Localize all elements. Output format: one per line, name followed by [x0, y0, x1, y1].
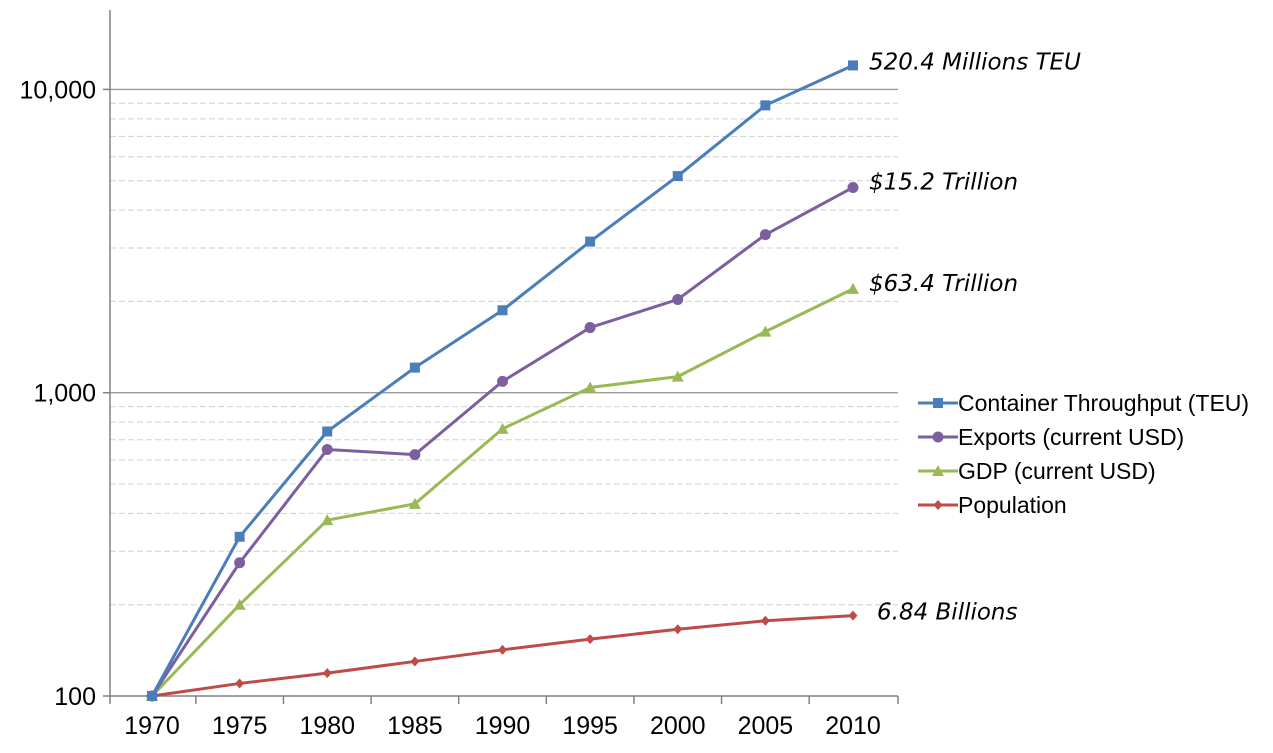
data-point: [497, 305, 508, 316]
legend-swatch-marker: [932, 431, 944, 443]
series-population: [147, 610, 858, 701]
x-tick-label: 1990: [475, 712, 531, 740]
x-tick-label: 2005: [738, 712, 794, 740]
legend-label: Container Throughput (TEU): [958, 389, 1250, 416]
y-tick-label: 1,000: [33, 380, 96, 408]
data-point: [584, 381, 597, 393]
legend-item: GDP (current USD): [918, 454, 1249, 488]
series-container-throughput-teu: [147, 60, 858, 701]
y-tick-labels: 100 1,000 10,000: [20, 76, 96, 711]
data-point: [496, 422, 509, 434]
data-point: [408, 497, 421, 509]
series-annotation: $15.2 Trillion: [869, 169, 1018, 195]
major-gridlines: [110, 88, 898, 394]
legend-swatch-marker: [933, 398, 943, 408]
data-point: [322, 668, 332, 679]
x-tick-label: 1975: [212, 712, 268, 740]
series-line: [150, 186, 854, 697]
data-point: [847, 282, 859, 294]
data-point: [848, 610, 858, 621]
data-point: [584, 322, 596, 334]
legend-swatch: [918, 431, 958, 443]
legend-swatch-marker: [932, 465, 944, 476]
data-point: [585, 634, 595, 645]
data-point: [235, 678, 245, 689]
series-annotation: 6.84 Billions: [877, 600, 1018, 626]
x-tick-label: 2000: [650, 712, 706, 740]
series-gdp-current-usd: [146, 282, 859, 701]
series-line: [150, 287, 854, 698]
data-point: [759, 229, 771, 241]
data-point: [760, 615, 770, 626]
data-point: [759, 325, 772, 337]
data-point: [147, 691, 157, 701]
axes: [103, 10, 899, 704]
data-point: [233, 598, 246, 610]
data-point: [672, 293, 684, 305]
data-point: [847, 181, 859, 193]
x-tick-label: 1985: [387, 712, 443, 740]
y-tick-label: 100: [54, 683, 96, 711]
series-line: [151, 614, 854, 698]
data-point: [409, 449, 421, 461]
data-point: [672, 171, 683, 182]
legend-label: Exports (current USD): [958, 423, 1185, 450]
legend-swatch: [918, 465, 958, 476]
legend-swatch: [918, 398, 958, 408]
series-annotation: $63.4 Trillion: [869, 271, 1018, 297]
data-point: [585, 236, 596, 247]
series-annotation: 520.4 Millions TEU: [869, 49, 1081, 75]
data-point: [322, 426, 333, 437]
data-point: [321, 443, 333, 455]
legend: Container Throughput (TEU) Exports (curre…: [918, 386, 1249, 522]
data-point: [673, 624, 683, 635]
legend-swatch-marker: [933, 500, 943, 510]
x-tick-label: 1980: [299, 712, 355, 740]
data-point: [497, 375, 508, 387]
x-tick-label: 1995: [562, 712, 618, 740]
legend-label: GDP (current USD): [958, 457, 1156, 484]
data-point: [410, 656, 420, 667]
annotations: 520.4 Millions TEU $15.2 Trillion $63.4 Tr…: [869, 49, 1081, 625]
legend-item: Container Throughput (TEU): [918, 386, 1249, 420]
legend-item: Population: [918, 488, 1249, 522]
data-point: [760, 100, 771, 111]
data-point: [498, 644, 507, 655]
x-tick-label: 1970: [124, 712, 180, 740]
data-point: [234, 531, 245, 542]
minor-gridlines: [110, 102, 898, 606]
series-layer: [146, 60, 859, 702]
data-point: [321, 514, 334, 526]
x-tick-label: 2010: [825, 712, 881, 740]
data-point: [671, 370, 684, 382]
data-point: [234, 557, 246, 569]
legend-item: Exports (current USD): [918, 420, 1249, 454]
x-tick-labels: 1970 1975 1980 1985 1990 1995 2000 2005 2010: [124, 712, 881, 740]
legend-swatch: [918, 500, 958, 510]
data-point: [409, 362, 420, 373]
y-tick-label: 10,000: [20, 76, 96, 104]
legend-label: Population: [958, 491, 1067, 518]
data-point: [848, 60, 858, 71]
